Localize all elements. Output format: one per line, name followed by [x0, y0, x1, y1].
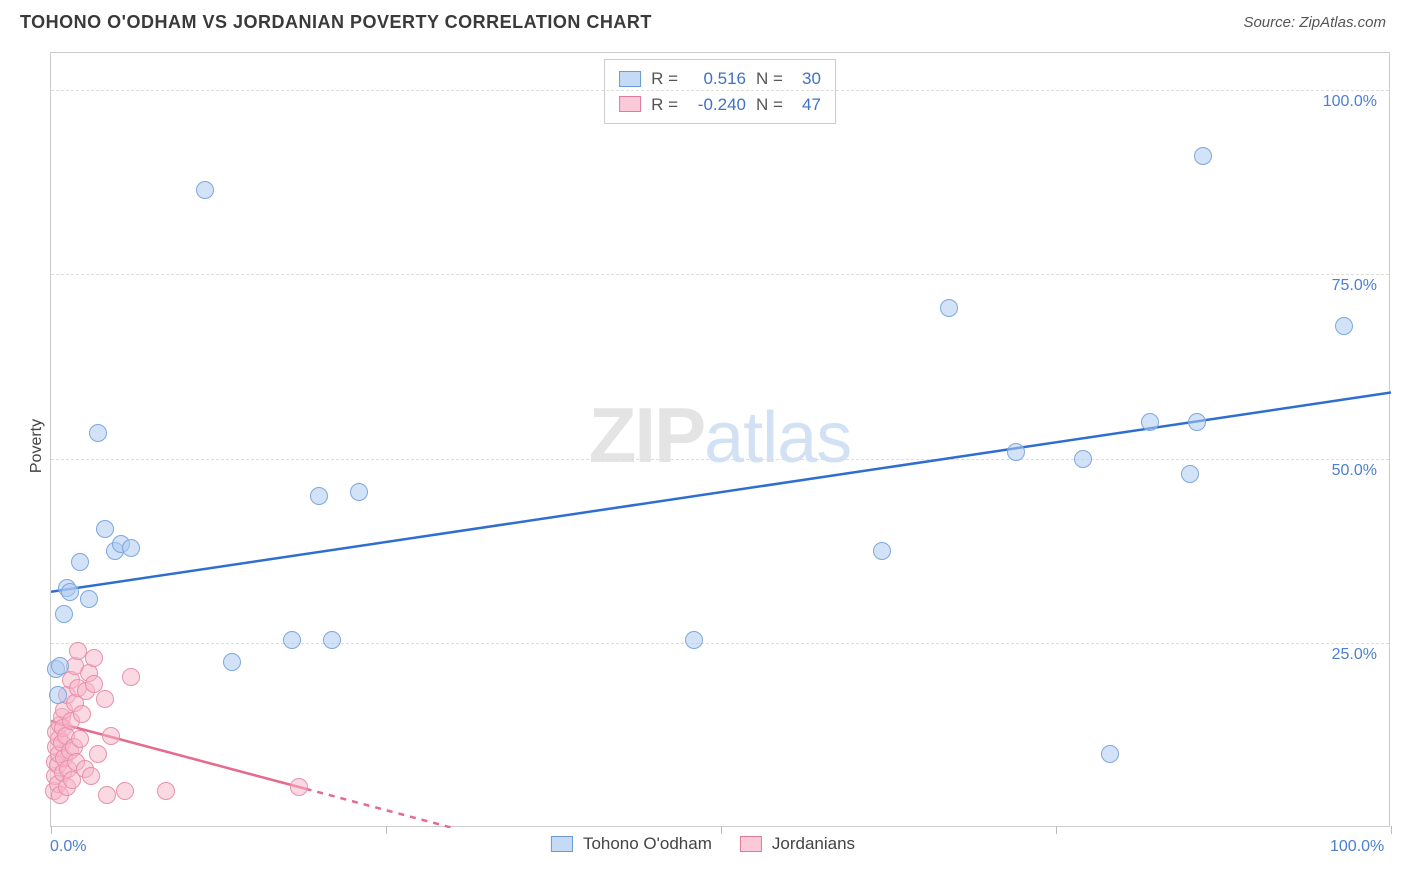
- scatter-point: [116, 782, 134, 800]
- swatch-pink-icon: [740, 836, 762, 852]
- y-tick-label: 100.0%: [1323, 93, 1377, 111]
- scatter-point: [1194, 147, 1212, 165]
- legend-label-tohono: Tohono O'odham: [583, 834, 712, 854]
- scatter-point: [71, 553, 89, 571]
- grid-line: [51, 90, 1389, 91]
- grid-line: [51, 274, 1389, 275]
- x-tick: [1056, 826, 1057, 834]
- r-label: R =: [651, 92, 678, 118]
- watermark-atlas: atlas: [704, 397, 851, 477]
- y-tick-label: 75.0%: [1332, 277, 1377, 295]
- watermark: ZIPatlas: [589, 389, 851, 480]
- legend-row-tohono: R = 0.516 N = 30: [619, 66, 821, 92]
- correlation-legend: R = 0.516 N = 30 R = -0.240 N = 47: [604, 59, 836, 124]
- scatter-point: [1007, 443, 1025, 461]
- scatter-point: [1181, 465, 1199, 483]
- trend-lines: [51, 53, 1391, 828]
- scatter-point: [1335, 317, 1353, 335]
- grid-line: [51, 459, 1389, 460]
- x-tick-label: 100.0%: [1330, 838, 1384, 856]
- r-value-tohono: 0.516: [688, 66, 746, 92]
- scatter-point: [73, 705, 91, 723]
- grid-line: [51, 643, 1389, 644]
- n-label: N =: [756, 66, 783, 92]
- y-axis-label: Poverty: [28, 419, 46, 473]
- scatter-point: [89, 745, 107, 763]
- scatter-point: [223, 653, 241, 671]
- scatter-point: [290, 778, 308, 796]
- legend-item-tohono: Tohono O'odham: [551, 834, 712, 854]
- scatter-point: [82, 767, 100, 785]
- scatter-point: [55, 605, 73, 623]
- swatch-pink-icon: [619, 96, 641, 112]
- scatter-point: [1188, 413, 1206, 431]
- series-legend: Tohono O'odham Jordanians: [551, 834, 855, 854]
- scatter-point: [1141, 413, 1159, 431]
- chart-plot-area: ZIPatlas R = 0.516 N = 30 R = -0.240 N =…: [50, 52, 1390, 827]
- scatter-point: [685, 631, 703, 649]
- scatter-point: [157, 782, 175, 800]
- scatter-point: [122, 668, 140, 686]
- scatter-point: [96, 690, 114, 708]
- scatter-point: [283, 631, 301, 649]
- x-tick: [1391, 826, 1392, 834]
- x-tick: [51, 826, 52, 834]
- scatter-point: [98, 786, 116, 804]
- scatter-point: [102, 727, 120, 745]
- scatter-point: [1074, 450, 1092, 468]
- scatter-point: [49, 686, 67, 704]
- x-tick: [721, 826, 722, 834]
- watermark-zip: ZIP: [589, 390, 704, 478]
- y-tick-label: 50.0%: [1332, 462, 1377, 480]
- scatter-point: [51, 657, 69, 675]
- scatter-point: [89, 424, 107, 442]
- scatter-point: [196, 181, 214, 199]
- source-attribution: Source: ZipAtlas.com: [1243, 14, 1386, 31]
- scatter-point: [85, 649, 103, 667]
- scatter-point: [940, 299, 958, 317]
- n-label: N =: [756, 92, 783, 118]
- scatter-point: [122, 539, 140, 557]
- scatter-point: [61, 583, 79, 601]
- x-tick: [386, 826, 387, 834]
- r-label: R =: [651, 66, 678, 92]
- legend-label-jordanians: Jordanians: [772, 834, 855, 854]
- swatch-blue-icon: [619, 71, 641, 87]
- chart-title: TOHONO O'ODHAM VS JORDANIAN POVERTY CORR…: [20, 12, 652, 33]
- scatter-point: [873, 542, 891, 560]
- n-value-jordanians: 47: [793, 92, 821, 118]
- legend-item-jordanians: Jordanians: [740, 834, 855, 854]
- scatter-point: [71, 730, 89, 748]
- scatter-point: [96, 520, 114, 538]
- r-value-jordanians: -0.240: [688, 92, 746, 118]
- n-value-tohono: 30: [793, 66, 821, 92]
- y-tick-label: 25.0%: [1332, 646, 1377, 664]
- scatter-point: [323, 631, 341, 649]
- scatter-point: [310, 487, 328, 505]
- x-tick-label: 0.0%: [50, 838, 86, 856]
- scatter-point: [80, 590, 98, 608]
- legend-row-jordanians: R = -0.240 N = 47: [619, 92, 821, 118]
- scatter-point: [1101, 745, 1119, 763]
- swatch-blue-icon: [551, 836, 573, 852]
- scatter-point: [350, 483, 368, 501]
